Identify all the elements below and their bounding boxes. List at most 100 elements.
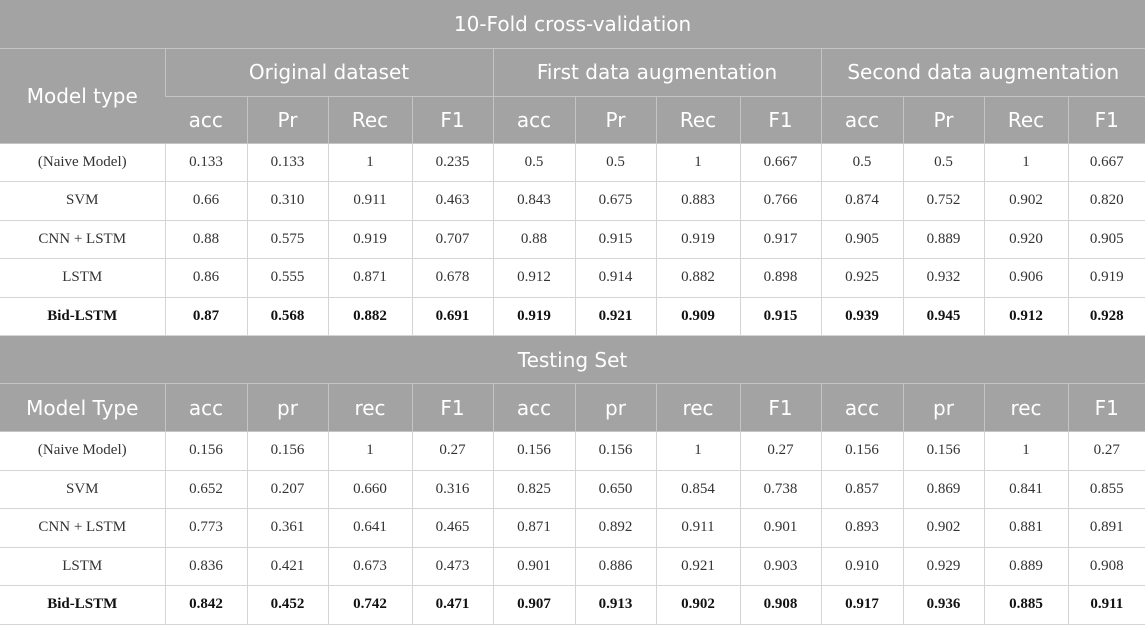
metric-value-cell: 0.911 — [327, 181, 412, 221]
metric-value-cell: 0.869 — [902, 470, 984, 509]
table-row: SVM 0.66 0.310 0.911 0.463 0.843 0.675 0.883 0.7… — [0, 181, 1145, 221]
model-name-cell: LSTM — [0, 258, 165, 298]
metric-value-cell: 0.87 — [164, 297, 247, 336]
metric-header: Rec — [983, 96, 1068, 144]
metric-value-cell: 0.911 — [655, 508, 740, 548]
metric-value-cell: 0.882 — [327, 297, 412, 336]
metric-value-cell: 0.752 — [902, 181, 984, 221]
metric-value-cell: 0.920 — [983, 220, 1068, 259]
metric-value-cell: 0.929 — [902, 547, 984, 586]
model-name-cell: CNN + LSTM — [0, 220, 165, 259]
metric-value-cell: 0.891 — [1067, 508, 1145, 548]
metric-header: pr — [246, 383, 328, 432]
metric-value-cell: 0.914 — [574, 258, 656, 298]
metric-value-cell: 0.156 — [820, 431, 903, 471]
metric-value-cell: 0.917 — [739, 220, 821, 259]
model-name-cell: Bid-LSTM — [0, 585, 165, 625]
metric-value-cell: 0.691 — [411, 297, 493, 336]
metric-header: Rec — [327, 96, 412, 144]
metric-value-cell: 0.917 — [820, 585, 903, 625]
metric-header: Pr — [902, 96, 984, 144]
metric-value-cell: 0.667 — [1067, 143, 1145, 182]
cv-metric-header-row: acc Pr Rec F1 acc Pr Rec F1 acc Pr Rec F1 — [0, 96, 1145, 144]
metric-value-cell: 0.555 — [246, 258, 328, 298]
metric-value-cell: 0.473 — [411, 547, 493, 586]
metric-value-cell: 0.902 — [655, 585, 740, 625]
metric-header: F1 — [1067, 383, 1145, 432]
metric-value-cell: 0.905 — [1067, 220, 1145, 259]
metric-value-cell: 0.882 — [655, 258, 740, 298]
metric-value-cell: 0.903 — [739, 547, 821, 586]
model-name-cell: CNN + LSTM — [0, 508, 165, 548]
metric-value-cell: 0.773 — [164, 508, 247, 548]
metric-value-cell: 0.156 — [902, 431, 984, 471]
metric-header: Pr — [574, 96, 656, 144]
metric-value-cell: 0.912 — [492, 258, 575, 298]
metric-header: F1 — [411, 96, 493, 144]
metric-value-cell: 0.27 — [1067, 431, 1145, 471]
metric-header: F1 — [739, 383, 821, 432]
metric-header: rec — [327, 383, 412, 432]
metric-value-cell: 0.742 — [327, 585, 412, 625]
testing-metric-header-row: Model Type acc pr rec F1 acc pr rec F1 acc pr rec F… — [0, 383, 1145, 432]
metric-value-cell: 0.660 — [327, 470, 412, 509]
metric-value-cell: 0.678 — [411, 258, 493, 298]
metric-value-cell: 0.156 — [246, 431, 328, 471]
table-row: Bid-LSTM 0.842 0.452 0.742 0.471 0.907 0.913 0.… — [0, 585, 1145, 625]
testing-title-row: Testing Set — [0, 335, 1145, 384]
metric-header: Pr — [246, 96, 328, 144]
metric-value-cell: 0.463 — [411, 181, 493, 221]
metric-value-cell: 0.27 — [411, 431, 493, 471]
metric-value-cell: 0.843 — [492, 181, 575, 221]
metric-header: pr — [902, 383, 984, 432]
metric-value-cell: 0.939 — [820, 297, 903, 336]
metric-value-cell: 0.836 — [164, 547, 247, 586]
model-type-header: Model Type — [0, 383, 165, 432]
table-row: LSTM 0.836 0.421 0.673 0.473 0.901 0.886 0.921 0… — [0, 547, 1145, 586]
metric-value-cell: 0.825 — [492, 470, 575, 509]
table-row: Bid-LSTM 0.87 0.568 0.882 0.691 0.919 0.921 0.9… — [0, 297, 1145, 336]
model-name-cell: LSTM — [0, 547, 165, 586]
metric-value-cell: 0.855 — [1067, 470, 1145, 509]
table-row: CNN + LSTM 0.88 0.575 0.919 0.707 0.88 0.915 0.… — [0, 220, 1145, 259]
metric-value-cell: 0.893 — [820, 508, 903, 548]
metric-value-cell: 0.857 — [820, 470, 903, 509]
metric-header: acc — [492, 383, 575, 432]
metric-value-cell: 0.925 — [820, 258, 903, 298]
metric-value-cell: 0.452 — [246, 585, 328, 625]
metric-value-cell: 0.871 — [492, 508, 575, 548]
metric-value-cell: 0.912 — [983, 297, 1068, 336]
metric-value-cell: 0.906 — [983, 258, 1068, 298]
group-header-original: Original dataset — [164, 48, 493, 97]
metric-value-cell: 0.908 — [739, 585, 821, 625]
metric-value-cell: 0.911 — [1067, 585, 1145, 625]
metric-value-cell: 0.945 — [902, 297, 984, 336]
model-type-header: Model type — [0, 48, 165, 144]
metric-value-cell: 0.650 — [574, 470, 656, 509]
metric-value-cell: 0.5 — [492, 143, 575, 182]
group-header-second-augmentation: Second data augmentation — [820, 48, 1145, 97]
metric-value-cell: 0.133 — [164, 143, 247, 182]
metric-value-cell: 0.919 — [1067, 258, 1145, 298]
metric-value-cell: 0.915 — [739, 297, 821, 336]
cv-table-body: (Naive Model) 0.133 0.133 1 0.235 0.5 0.5 1 0.66… — [0, 143, 1145, 336]
metric-value-cell: 0.88 — [164, 220, 247, 259]
metric-value-cell: 0.575 — [246, 220, 328, 259]
metric-value-cell: 0.27 — [739, 431, 821, 471]
model-name-cell: (Naive Model) — [0, 143, 165, 182]
metric-value-cell: 0.568 — [246, 297, 328, 336]
model-name-cell: SVM — [0, 470, 165, 509]
metric-value-cell: 0.883 — [655, 181, 740, 221]
metric-value-cell: 0.889 — [902, 220, 984, 259]
table-row: SVM 0.652 0.207 0.660 0.316 0.825 0.650 0.854 0.… — [0, 470, 1145, 509]
metric-value-cell: 0.465 — [411, 508, 493, 548]
metric-value-cell: 1 — [327, 143, 412, 182]
metric-value-cell: 0.919 — [655, 220, 740, 259]
table-row: LSTM 0.86 0.555 0.871 0.678 0.912 0.914 0.882 0.… — [0, 258, 1145, 298]
group-header-first-augmentation: First data augmentation — [492, 48, 821, 97]
table-row: CNN + LSTM 0.773 0.361 0.641 0.465 0.871 0.892… — [0, 508, 1145, 548]
metric-header: acc — [164, 383, 247, 432]
metric-value-cell: 0.898 — [739, 258, 821, 298]
metric-value-cell: 0.471 — [411, 585, 493, 625]
